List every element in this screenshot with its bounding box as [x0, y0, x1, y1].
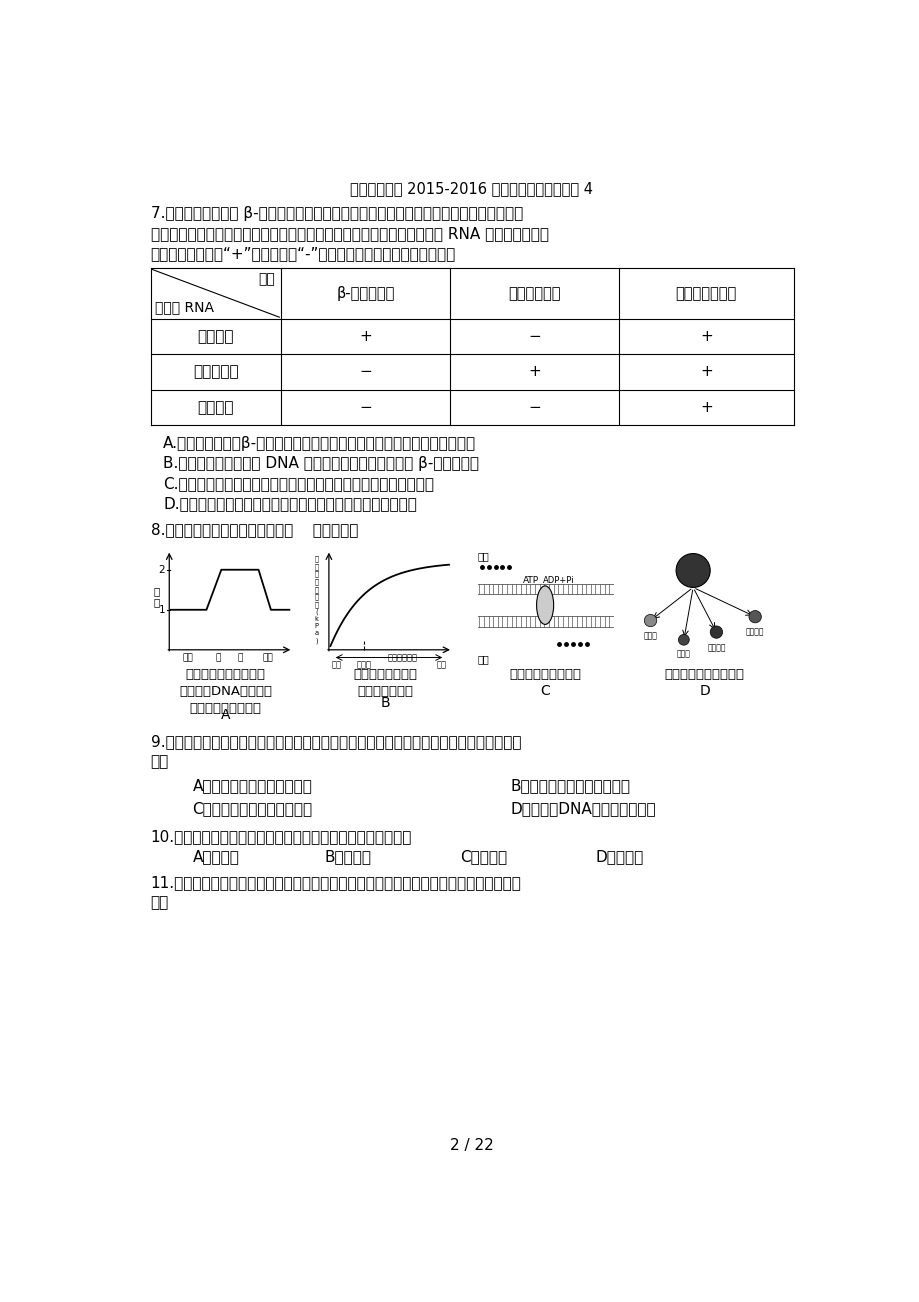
Text: 比
值: 比 值 — [153, 586, 160, 608]
Text: C．二者所含有的基因组不同: C．二者所含有的基因组不同 — [192, 802, 312, 816]
Text: 细胞相对体积: 细胞相对体积 — [387, 652, 417, 661]
Text: ADP+Pi: ADP+Pi — [543, 575, 574, 585]
Text: B.输卵管细胞的基因组 DNA 中存在卵清蛋白基因，缺少 β-珠蛋白基因: B.输卵管细胞的基因组 DNA 中存在卵清蛋白基因，缺少 β-珠蛋白基因 — [163, 456, 479, 471]
Text: +: + — [358, 329, 371, 344]
Text: A．细胞膜: A．细胞膜 — [192, 849, 239, 865]
Text: B: B — [380, 697, 390, 710]
Text: 结果见下表（注：“+”表示阳性，“-”表示阴性）。下列叙述不正确的是: 结果见下表（注：“+”表示阳性，“-”表示阴性）。下列叙述不正确的是 — [151, 246, 456, 262]
Text: −: − — [358, 400, 371, 415]
Text: +: + — [528, 365, 540, 379]
Text: 10.（上海卷）植物细胞具有发育为完整植株潜能的决定因素是: 10.（上海卷）植物细胞具有发育为完整植株潜能的决定因素是 — [151, 829, 412, 844]
Text: 的是: 的是 — [151, 896, 169, 910]
Text: 膜外: 膜外 — [477, 655, 489, 664]
Text: 胰岛细胞: 胰岛细胞 — [198, 400, 233, 415]
Text: 植物细胞体积与胞
内渗透压的关系: 植物细胞体积与胞 内渗透压的关系 — [353, 668, 417, 698]
Text: 后末: 后末 — [262, 652, 273, 661]
Text: 胀破: 胀破 — [436, 660, 446, 669]
Text: 基因的片段为探针，与鸡的成红细胞、输卵管细胞和胰岛细胞中提取的总 RNA 进行分子杂交，: 基因的片段为探针，与鸡的成红细胞、输卵管细胞和胰岛细胞中提取的总 RNA 进行分… — [151, 227, 548, 241]
Text: 神经细胞: 神经细胞 — [745, 628, 764, 637]
Circle shape — [748, 611, 761, 622]
Text: 丙酮酸激酶基因: 丙酮酸激酶基因 — [675, 286, 736, 301]
Text: 因是: 因是 — [151, 754, 169, 768]
Circle shape — [643, 615, 656, 626]
Text: +: + — [699, 400, 712, 415]
Text: ATP: ATP — [523, 575, 539, 585]
Text: 前: 前 — [215, 652, 221, 661]
Text: 洋葱根尖细胞有丝分裂
过程中核DNA分子数与
染色体数的比值变化: 洋葱根尖细胞有丝分裂 过程中核DNA分子数与 染色体数的比值变化 — [179, 668, 272, 715]
Text: A.在成红细胞中，β-珠蛋白基因处于活动状态，卵清蛋白基因处于关闭状态: A.在成红细胞中，β-珠蛋白基因处于活动状态，卵清蛋白基因处于关闭状态 — [163, 436, 476, 450]
Text: 胚胎
干细胞: 胚胎 干细胞 — [686, 561, 699, 581]
Text: 1: 1 — [159, 604, 165, 615]
Text: B．细胞核: B．细胞核 — [323, 849, 371, 865]
Text: β-珠蛋白基因: β-珠蛋白基因 — [335, 286, 394, 301]
Text: 胚胎干细胞的分化潜能: 胚胎干细胞的分化潜能 — [664, 668, 744, 681]
Text: 7.（安徽卷）分别用 β-珠蛋白基因、卵清蛋白基因和丙酮酸激酶（与细胞呼吸相关的酶）: 7.（安徽卷）分别用 β-珠蛋白基因、卵清蛋白基因和丙酮酸激酶（与细胞呼吸相关的… — [151, 206, 522, 221]
Text: D: D — [698, 684, 709, 698]
Text: 膜内: 膜内 — [477, 551, 489, 561]
Text: D．叶绿体: D．叶绿体 — [595, 849, 643, 865]
Text: 输卵管细胞: 输卵管细胞 — [193, 365, 238, 379]
Text: +: + — [699, 365, 712, 379]
Text: 不刺激: 不刺激 — [356, 660, 370, 669]
Text: 心肌细胞: 心肌细胞 — [707, 643, 725, 652]
Text: −: − — [358, 365, 371, 379]
Text: 成红细胞: 成红细胞 — [198, 329, 233, 344]
Text: 2 / 22: 2 / 22 — [449, 1138, 493, 1154]
Text: +: + — [699, 329, 712, 344]
Text: 中: 中 — [237, 652, 243, 661]
Text: 收缩: 收缩 — [331, 660, 341, 669]
Text: 卵清蛋白基因: 卵清蛋白基因 — [507, 286, 560, 301]
Text: 9.（新课标）同一动物个体的神经细胞与肌细胞在功能上是不同的，造成这种差异的主要原: 9.（新课标）同一动物个体的神经细胞与肌细胞在功能上是不同的，造成这种差异的主要… — [151, 734, 520, 749]
Text: A: A — [221, 708, 231, 723]
Text: 8.（广东卷）以下选项正确的是（    ）（多选）: 8.（广东卷）以下选项正确的是（ ）（多选） — [151, 522, 357, 536]
Text: −: − — [528, 329, 540, 344]
Text: D.上述不同类型细胞的生理功能差异与基因的选择性表达有关: D.上述不同类型细胞的生理功能差异与基因的选择性表达有关 — [163, 496, 416, 510]
Text: 植
物
细
胞
渗
透
压
(
k
P
a
): 植 物 细 胞 渗 透 压 ( k P a ) — [314, 556, 318, 644]
Text: C: C — [539, 684, 550, 698]
Text: 探针: 探针 — [257, 272, 275, 286]
Text: B．二者合成的特定蛋白不同: B．二者合成的特定蛋白不同 — [510, 779, 630, 793]
Text: C．线粒体: C．线粒体 — [460, 849, 506, 865]
Text: 膜蛋白酶的运输模式: 膜蛋白酶的运输模式 — [508, 668, 581, 681]
Text: A．二者所处的细胞周期不同: A．二者所处的细胞周期不同 — [192, 779, 312, 793]
Text: D．二者核DNA的复制方式不同: D．二者核DNA的复制方式不同 — [510, 802, 655, 816]
Text: 间期: 间期 — [182, 652, 193, 661]
Circle shape — [709, 626, 721, 638]
Circle shape — [675, 553, 709, 587]
Text: −: − — [528, 400, 540, 415]
Text: 2: 2 — [159, 565, 165, 574]
Text: 细胞总 RNA: 细胞总 RNA — [155, 299, 214, 314]
Text: 福建省永春县 2015-2016 学年高二生物暑假作业 4: 福建省永春县 2015-2016 学年高二生物暑假作业 4 — [349, 181, 593, 195]
Text: 红细胞: 红细胞 — [643, 631, 657, 641]
Text: 11.（山东卷）神经系统正常发育过程中神经细胞数量的调节机制如图所示。下列说法正确: 11.（山东卷）神经系统正常发育过程中神经细胞数量的调节机制如图所示。下列说法正… — [151, 875, 521, 891]
Ellipse shape — [536, 586, 553, 625]
Circle shape — [677, 634, 688, 646]
Text: 肌细胞: 肌细胞 — [676, 650, 690, 659]
Text: C.丙酮酸激酶基因的表达产物对维持鸡细胞的基本生命活动很重要: C.丙酮酸激酶基因的表达产物对维持鸡细胞的基本生命活动很重要 — [163, 475, 434, 491]
